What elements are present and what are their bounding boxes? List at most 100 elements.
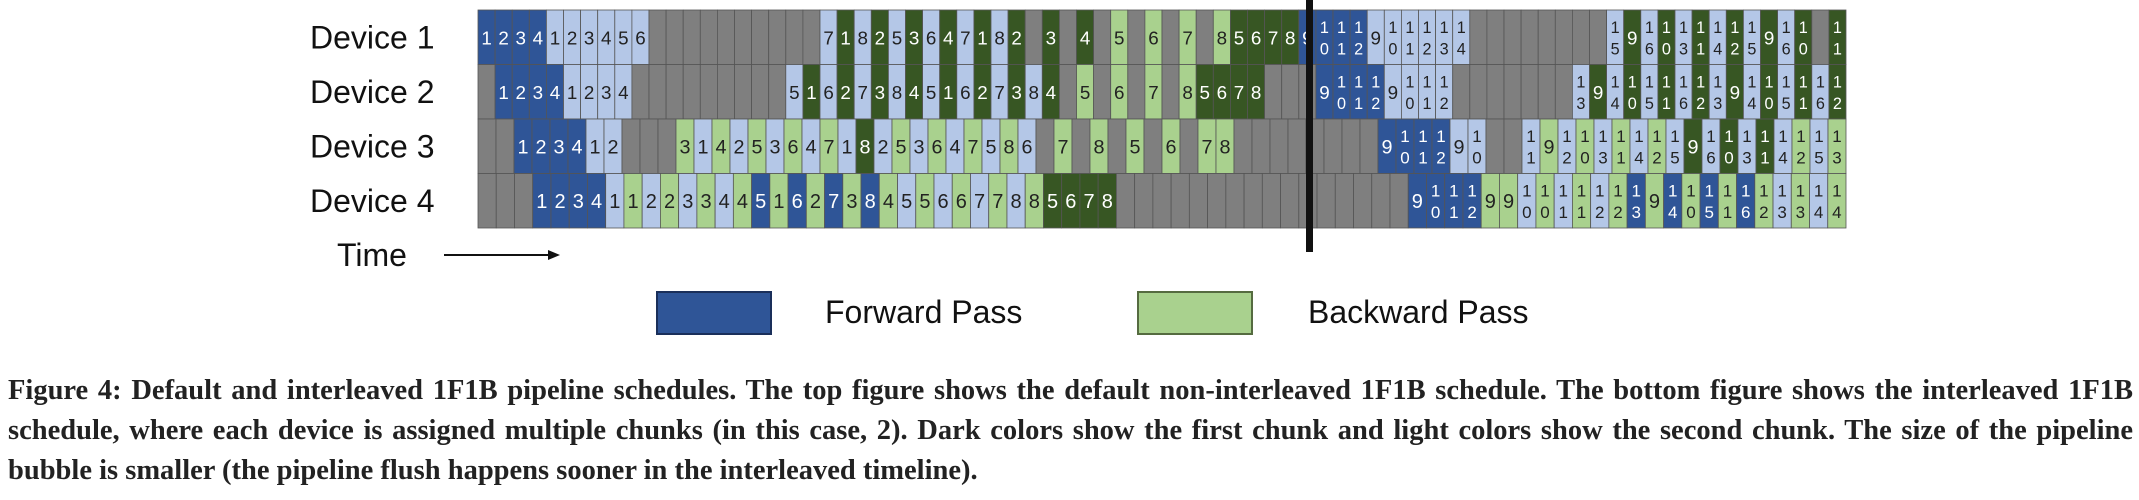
cell-label: 8	[1029, 191, 1040, 213]
cell-label: 7	[1083, 191, 1094, 213]
cell-label: 3	[679, 136, 690, 158]
schedule-cell	[1554, 9, 1573, 65]
cell-label: 1	[536, 191, 547, 213]
cell-label: 6	[823, 82, 833, 103]
schedule-cell	[1341, 118, 1361, 174]
schedule-cell	[514, 173, 534, 229]
cell-label: 7	[960, 27, 970, 48]
cell-label: 6	[1217, 82, 1227, 103]
cell-label: 9	[1388, 82, 1398, 103]
schedule-cell	[682, 9, 701, 65]
cell-label: 6	[1021, 136, 1032, 158]
cell-label: 9	[1649, 191, 1660, 213]
cell-label: 2	[535, 136, 546, 158]
pipeline-flush-line	[1306, 0, 1313, 252]
cell-label: 1	[806, 82, 816, 103]
cell-label: 5	[755, 191, 766, 213]
schedule-cell	[1179, 118, 1199, 174]
schedule-cell	[751, 9, 770, 65]
schedule-cell	[1811, 9, 1830, 65]
cell-label: 4	[943, 27, 953, 48]
cell-label: 5	[1234, 27, 1244, 48]
cell-label: 5	[985, 136, 996, 158]
legend: Forward Pass Backward Pass	[656, 291, 1529, 335]
cell-label: 9	[1687, 136, 1698, 158]
cell-label: 8	[1093, 136, 1104, 158]
cell-label: 1	[840, 27, 850, 48]
cell-label: 8	[1011, 191, 1022, 213]
device-labels: Device 1 Device 2 Device 3 Device 4	[310, 19, 435, 219]
cell-label: 2	[875, 27, 885, 48]
schedule-cell	[717, 9, 735, 65]
cell-label: 2	[646, 191, 657, 213]
legend-forward-label: Forward Pass	[825, 294, 1022, 330]
cell-label: 2	[498, 27, 508, 48]
cell-label: 1	[773, 191, 784, 213]
cell-label: 1	[498, 82, 508, 103]
cell-label: 9	[1764, 27, 1774, 48]
cell-label: 6	[1114, 82, 1124, 103]
schedule-cell	[1264, 64, 1283, 120]
cell-label: 3	[516, 27, 526, 48]
schedule-cell	[1485, 118, 1505, 174]
cell-label: 2	[584, 82, 594, 103]
cell-label: 8	[1182, 82, 1192, 103]
cell-label: 4	[949, 136, 960, 158]
figure-caption: Figure 4: Default and interleaved 1F1B p…	[8, 375, 2133, 486]
schedule-cell	[682, 64, 701, 120]
cell-label: 3	[1011, 82, 1021, 103]
legend-backward-label: Backward Pass	[1308, 294, 1529, 330]
schedule-cell	[1281, 64, 1300, 120]
schedule-cell	[1503, 9, 1522, 65]
cell-label: 5	[901, 191, 912, 213]
cell-label: 7	[974, 191, 985, 213]
cell-label: 8	[859, 136, 870, 158]
schedule-cell	[1452, 64, 1471, 120]
cell-label: 7	[1234, 82, 1244, 103]
schedule-cell	[1188, 173, 1208, 229]
cell-label: 8	[1217, 27, 1227, 48]
cell-label: 4	[719, 191, 730, 213]
cell-label: 7	[1201, 136, 1212, 158]
schedule-cell	[1093, 64, 1112, 120]
cell-label: 3	[553, 136, 564, 158]
cell-label: 6	[635, 27, 645, 48]
cell-label: 9	[1627, 27, 1637, 48]
cell-label: 6	[1251, 27, 1261, 48]
cell-label: 4	[1046, 82, 1056, 103]
legend-forward-swatch	[656, 291, 772, 335]
schedule-cell	[717, 64, 735, 120]
schedule-cell	[1334, 173, 1354, 229]
cell-label: 6	[931, 136, 942, 158]
cell-label: 4	[571, 136, 582, 158]
schedule-cell	[1134, 173, 1154, 229]
cell-label: 5	[1129, 136, 1140, 158]
schedule-cell	[1469, 9, 1488, 65]
